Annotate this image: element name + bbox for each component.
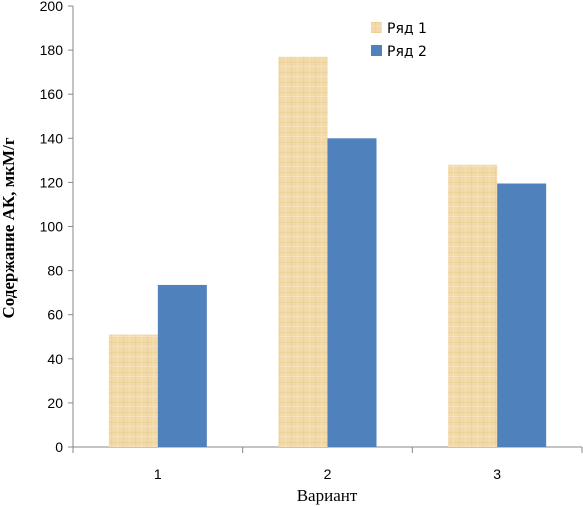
y-axis: 0 20 40 60 80 100 120 140 160 180 200	[40, 0, 74, 455]
y-tick-label: 0	[55, 439, 63, 455]
bar-series-1-cat-3	[448, 164, 498, 447]
y-tick-label: 20	[47, 395, 63, 411]
y-axis-title: Содержание АК, мкМ/г	[0, 137, 18, 318]
y-tick-label: 100	[40, 219, 64, 235]
y-tick-label: 140	[40, 130, 64, 146]
y-tick-label: 200	[40, 0, 64, 14]
bar-series-2-cat-3	[497, 183, 547, 447]
x-tick-label: 1	[154, 466, 162, 482]
x-tick-label: 2	[324, 466, 332, 482]
bar-series-2-cat-2	[327, 138, 377, 448]
x-axis: 1 2 3	[72, 446, 583, 482]
y-tick-label: 120	[40, 174, 64, 190]
y-tick-label: 180	[40, 42, 64, 58]
legend: Ряд 1 Ряд 2	[371, 21, 427, 60]
bar-series-2-cat-1	[157, 284, 207, 447]
legend-label: Ряд 2	[387, 44, 427, 60]
y-tick-label: 160	[40, 86, 64, 102]
bars	[108, 56, 547, 448]
legend-label: Ряд 1	[387, 21, 427, 37]
bar-series-1-cat-1	[108, 334, 158, 447]
y-tick-label: 80	[47, 263, 63, 279]
y-tick-label: 60	[47, 307, 63, 323]
y-tick-label: 40	[47, 351, 63, 367]
x-tick-label: 3	[493, 466, 501, 482]
legend-swatch	[371, 45, 382, 56]
x-axis-title: Вариант	[297, 486, 358, 505]
bar-series-1-cat-2	[278, 56, 328, 448]
legend-swatch	[371, 22, 382, 33]
